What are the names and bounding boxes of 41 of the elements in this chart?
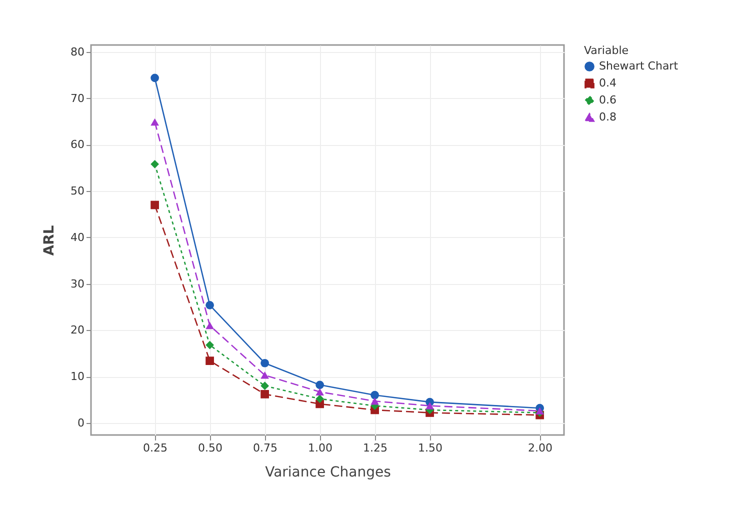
y-tick-label: 60 xyxy=(70,138,84,152)
legend-title: Variable xyxy=(584,44,629,57)
point xyxy=(260,358,269,368)
point xyxy=(260,382,269,390)
y-tick-label: 50 xyxy=(70,184,84,198)
point xyxy=(150,160,159,168)
point xyxy=(206,356,214,365)
x-tick-label: 2.00 xyxy=(528,442,553,454)
point xyxy=(260,372,269,379)
legend-label: 0.4 xyxy=(599,76,616,90)
point xyxy=(150,200,159,210)
point xyxy=(260,390,269,398)
point xyxy=(150,118,159,126)
legend-label: 0.8 xyxy=(599,110,616,124)
point xyxy=(316,388,324,396)
point xyxy=(206,322,214,330)
point xyxy=(426,402,434,410)
y-tick-label: 10 xyxy=(70,370,84,384)
legend-label: Shewart Chart xyxy=(599,60,679,72)
point xyxy=(370,398,379,405)
y-tick-label: 20 xyxy=(70,324,84,337)
x-tick-label: 1.50 xyxy=(418,442,443,454)
y-tick-label: 70 xyxy=(70,92,84,105)
y-tick-label: 40 xyxy=(70,230,84,244)
y-tick-label: 80 xyxy=(70,45,84,58)
x-tick-label: 1.25 xyxy=(363,442,388,454)
point xyxy=(206,340,214,350)
point xyxy=(316,394,324,404)
y-tick-label: 0 xyxy=(78,416,84,430)
y-axis-title: ARL xyxy=(42,225,58,256)
x-tick-label: 0.75 xyxy=(253,442,278,454)
point xyxy=(370,390,379,400)
x-tick-label: 1.00 xyxy=(308,442,333,454)
x-axis-title: Variance Changes xyxy=(265,464,391,480)
x-tick-label: 0.25 xyxy=(143,442,168,454)
point xyxy=(206,300,214,310)
y-tick-label: 30 xyxy=(70,277,84,290)
legend-label: 0.6 xyxy=(599,94,616,106)
x-tick-label: 0.50 xyxy=(198,442,223,454)
point xyxy=(316,380,324,390)
point xyxy=(150,74,159,82)
